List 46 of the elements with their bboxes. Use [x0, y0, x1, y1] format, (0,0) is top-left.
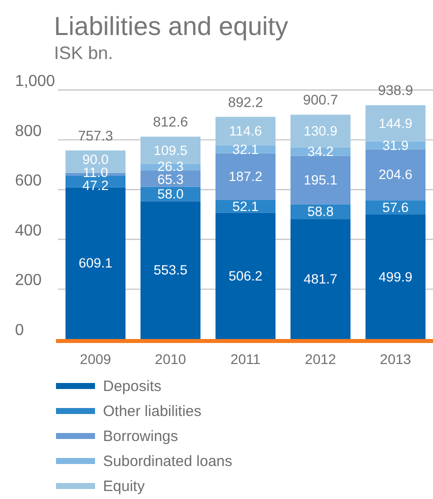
data-label: 57.6 [382, 200, 409, 215]
y-tick-label: 200 [15, 272, 42, 290]
total-label: 900.7 [302, 92, 338, 108]
legend-label: Other liabilities [103, 402, 202, 420]
legend-label: Equity [103, 478, 146, 494]
legend-label: Deposits [103, 378, 162, 394]
data-label: 187.2 [228, 169, 262, 184]
total-label: 757.3 [78, 127, 114, 144]
data-label: 609.1 [78, 256, 112, 271]
y-tick-label: 1,000 [15, 73, 56, 90]
data-label: 130.9 [304, 124, 338, 139]
x-tick-label: 2010 [154, 351, 186, 367]
x-tick-label: 2009 [80, 351, 112, 367]
y-tick-label: 0 [15, 322, 24, 339]
data-label: 47.2 [82, 178, 109, 193]
data-label: 58.0 [157, 186, 184, 202]
total-label: 812.6 [152, 114, 188, 130]
x-tick-label: 2011 [230, 351, 261, 367]
data-label: 31.9 [382, 138, 409, 153]
x-tick-label: 2013 [380, 351, 412, 367]
total-label: 892.2 [228, 94, 264, 110]
legend-label: Subordinated loans [103, 452, 232, 470]
data-label: 52.1 [232, 198, 259, 214]
data-label: 481.7 [304, 272, 338, 287]
chart-title: Liabilities and equity [54, 11, 288, 41]
data-label: 65.3 [157, 172, 184, 187]
y-tick-label: 800 [15, 122, 42, 140]
x-tick-label: 2012 [304, 351, 336, 367]
data-label: 144.9 [378, 116, 412, 131]
data-label: 499.9 [378, 269, 412, 284]
y-tick-label: 600 [15, 172, 42, 190]
data-label: 58.8 [307, 204, 334, 220]
data-label: 195.1 [304, 172, 338, 188]
data-label: 32.1 [232, 142, 259, 157]
legend-label: Borrowings [103, 428, 178, 444]
data-label: 109.5 [154, 142, 188, 158]
total-label: 938.9 [378, 82, 414, 98]
data-label: 26.3 [157, 158, 184, 174]
data-label: 506.2 [228, 268, 262, 284]
data-label: 114.6 [229, 124, 262, 139]
data-label: 553.5 [154, 262, 188, 278]
data-label: 204.6 [378, 167, 412, 182]
data-label: 90.0 [82, 152, 109, 167]
chart-subtitle: ISK bn. [54, 43, 114, 63]
data-label: 34.2 [307, 144, 334, 160]
y-tick-label: 400 [15, 222, 42, 240]
